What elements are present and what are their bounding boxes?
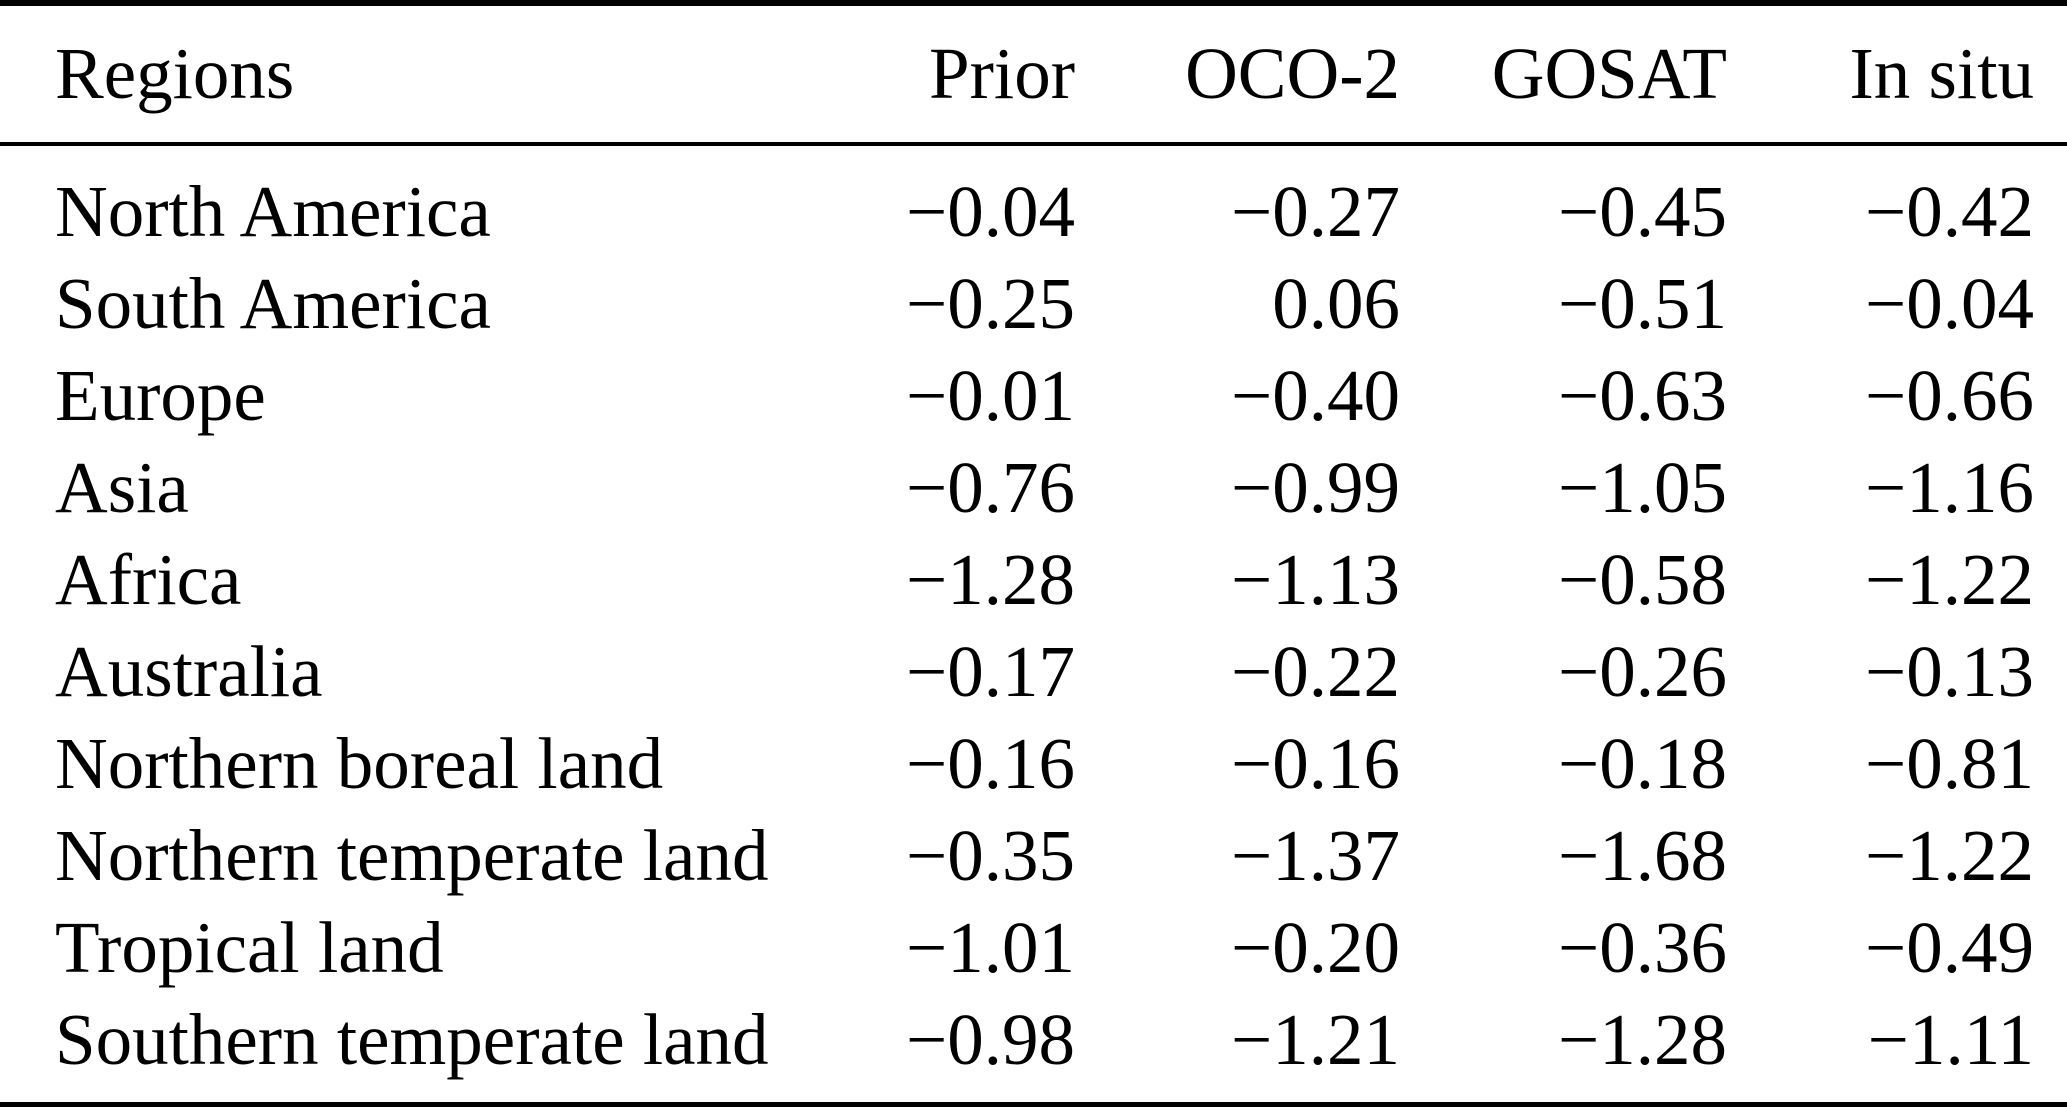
value-cell: −0.16 [906, 722, 1075, 804]
value-cell: 0.06 [1272, 262, 1400, 344]
table-row: Africa −1.28 −1.13 −0.58 −1.22 [0, 534, 2067, 626]
value-cell: −0.16 [1231, 722, 1400, 804]
value-cell: −0.27 [1231, 170, 1400, 252]
value-cell: −1.37 [1231, 814, 1400, 896]
table-body: North America −0.04 −0.27 −0.45 −0.42 South A… [0, 144, 2067, 1105]
value-cell: −0.18 [1558, 722, 1727, 804]
value-cell: −1.68 [1558, 814, 1727, 896]
col-header-oco2: OCO-2 [1185, 32, 1400, 114]
value-cell: −1.16 [1865, 446, 2034, 528]
value-cell: −0.35 [906, 814, 1075, 896]
col-header-prior: Prior [929, 32, 1075, 114]
table-row: South America −0.25 0.06 −0.51 −0.04 [0, 258, 2067, 350]
value-cell: −0.04 [1865, 262, 2034, 344]
value-cell: −0.17 [906, 630, 1075, 712]
col-header-insitu: In situ [1849, 32, 2034, 114]
value-cell: −0.26 [1558, 630, 1727, 712]
value-cell: −0.45 [1558, 170, 1727, 252]
value-cell: −1.22 [1865, 814, 2034, 896]
region-cell: Tropical land [55, 906, 444, 988]
value-cell: −1.13 [1231, 538, 1400, 620]
region-cell: Africa [55, 538, 242, 620]
value-cell: −1.11 [1867, 998, 2034, 1080]
value-cell: −0.66 [1865, 354, 2034, 436]
value-cell: −0.49 [1865, 906, 2034, 988]
value-cell: −1.28 [1558, 998, 1727, 1080]
value-cell: −0.51 [1558, 262, 1727, 344]
value-cell: −0.13 [1865, 630, 2034, 712]
value-cell: −0.22 [1231, 630, 1400, 712]
value-cell: −0.76 [906, 446, 1075, 528]
value-cell: −0.04 [906, 170, 1075, 252]
region-cell: Australia [55, 630, 323, 712]
value-cell: −1.22 [1865, 538, 2034, 620]
value-cell: −0.01 [906, 354, 1075, 436]
col-header-gosat: GOSAT [1491, 32, 1727, 114]
header-row: Regions Prior OCO-2 GOSAT In situ [0, 3, 2067, 144]
value-cell: −1.28 [906, 538, 1075, 620]
table-row: Asia −0.76 −0.99 −1.05 −1.16 [0, 442, 2067, 534]
table-row: North America −0.04 −0.27 −0.45 −0.42 [0, 144, 2067, 258]
region-cell: Southern temperate land [55, 998, 769, 1080]
table-row: Tropical land −1.01 −0.20 −0.36 −0.49 [0, 902, 2067, 994]
region-cell: South America [55, 262, 491, 344]
region-cell: Asia [55, 446, 189, 528]
value-cell: −0.36 [1558, 906, 1727, 988]
table-row: Northern boreal land −0.16 −0.16 −0.18 −0.81 [0, 718, 2067, 810]
value-cell: −1.01 [906, 906, 1075, 988]
region-cell: Northern temperate land [55, 814, 769, 896]
table-row: Europe −0.01 −0.40 −0.63 −0.66 [0, 350, 2067, 442]
value-cell: −0.42 [1865, 170, 2034, 252]
region-cell: Northern boreal land [55, 722, 664, 804]
table-row: Northern temperate land −0.35 −1.37 −1.68 −1… [0, 810, 2067, 902]
value-cell: −1.21 [1231, 998, 1400, 1080]
value-cell: −1.05 [1558, 446, 1727, 528]
value-cell: −0.58 [1558, 538, 1727, 620]
value-cell: −0.63 [1558, 354, 1727, 436]
value-cell: −0.25 [906, 262, 1075, 344]
table-header: Regions Prior OCO-2 GOSAT In situ [0, 3, 2067, 144]
region-cell: North America [55, 170, 491, 252]
value-cell: −0.98 [906, 998, 1075, 1080]
value-cell: −0.99 [1231, 446, 1400, 528]
table-row: Southern temperate land −0.98 −1.21 −1.28 −1… [0, 994, 2067, 1105]
value-cell: −0.40 [1231, 354, 1400, 436]
region-cell: Europe [55, 354, 266, 436]
table-row: Australia −0.17 −0.22 −0.26 −0.13 [0, 626, 2067, 718]
value-cell: −0.20 [1231, 906, 1400, 988]
value-cell: −0.81 [1865, 722, 2034, 804]
col-header-regions: Regions [55, 32, 295, 114]
